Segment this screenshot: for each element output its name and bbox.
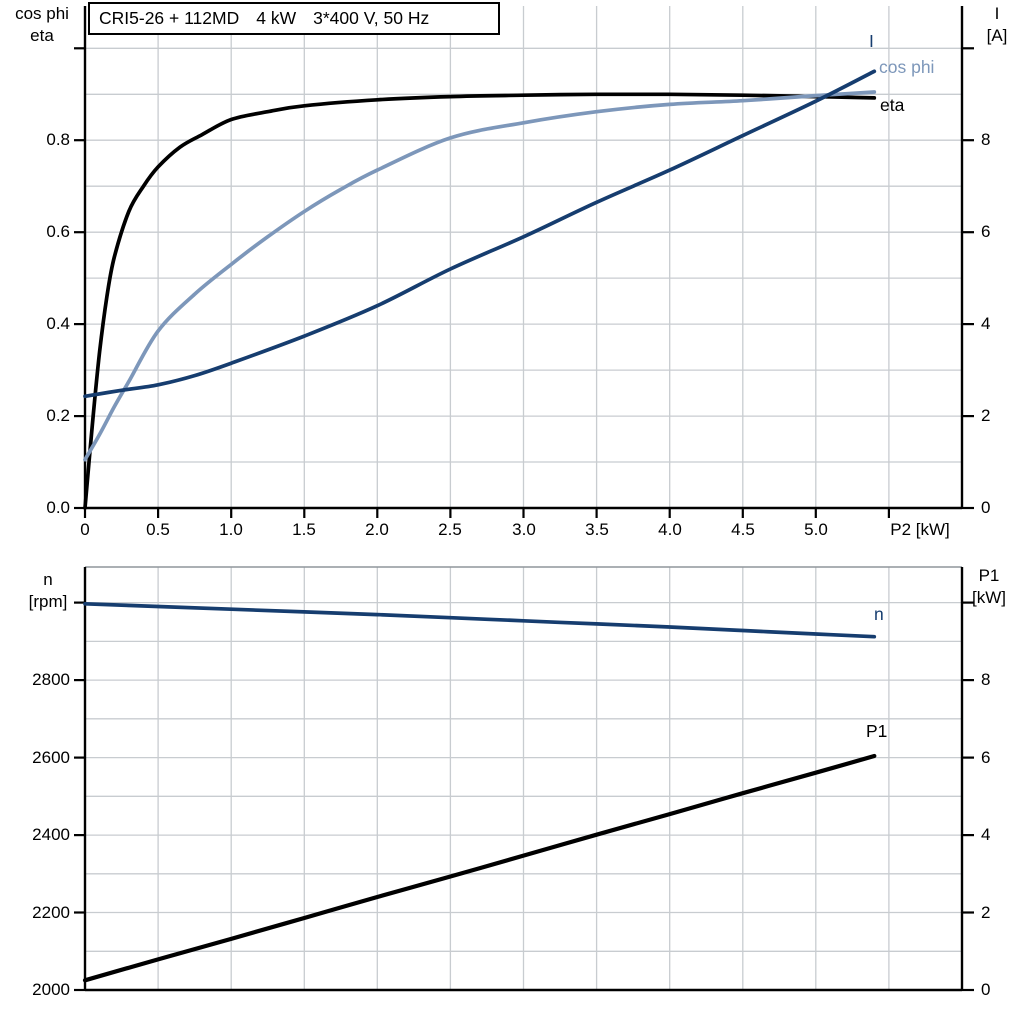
right-axis-tick-label: 8 [981, 130, 991, 149]
chart-title-box: CRI5-26 + 112MD 4 kW 3*400 V, 50 Hz [88, 2, 500, 35]
x-axis-tick-label: 2.0 [365, 520, 389, 539]
left-axis-tick-label: 2000 [32, 980, 70, 999]
x-axis-tick-label: 3.5 [585, 520, 609, 539]
left-axis-tick-label: 2600 [32, 748, 70, 767]
right-axis-title-kw-unit: [kW] [972, 588, 1006, 607]
left-axis-tick-label: 2200 [32, 903, 70, 922]
top-right-axis-title: I [A] [973, 3, 1021, 47]
right-axis-title-current: I [994, 4, 1000, 23]
x-axis-tick-label: 1.5 [292, 520, 316, 539]
p1-curve [82, 753, 877, 983]
x-axis-tick-label: 2.5 [438, 520, 462, 539]
speed-curve-label: n [874, 604, 884, 624]
x-axis-tick-label: 1.0 [219, 520, 243, 539]
p1-curve-label: P1 [866, 721, 888, 741]
x-axis-tick-label: 4.5 [731, 520, 755, 539]
left-axis-tick-label: 0.2 [46, 406, 70, 425]
x-axis-tick-label: 0.5 [146, 520, 170, 539]
right-axis-tick-label: 4 [981, 314, 991, 333]
left-axis-tick-label: 0.6 [46, 222, 70, 241]
right-axis-title-ampere-unit: [A] [986, 26, 1008, 45]
left-axis-tick-label: 0.8 [46, 130, 70, 149]
cos-phi-curve [83, 90, 877, 462]
x-axis-tick-label: 5.0 [804, 520, 828, 539]
speed-curve [83, 601, 877, 639]
right-axis-tick-label: 6 [981, 748, 991, 767]
right-axis-tick-label: 8 [981, 670, 991, 689]
current-curve [83, 69, 877, 399]
left-axis-title-rpm-unit: [rpm] [28, 592, 68, 611]
left-axis-tick-label: 0.0 [46, 498, 70, 517]
pump-model-label: CRI5-26 + 112MD [99, 8, 240, 28]
top-left-axis-title: cos phi eta [4, 3, 80, 47]
right-axis-tick-label: 2 [981, 406, 991, 425]
left-axis-title-cos-phi: cos phi [15, 4, 69, 23]
left-axis-tick-label: 0.4 [46, 314, 70, 333]
right-axis-tick-label: 6 [981, 222, 991, 241]
bottom-left-axis-title: n [rpm] [14, 569, 82, 613]
current-curve-label: I [869, 31, 874, 51]
left-axis-title-speed: n [43, 570, 53, 589]
right-axis-tick-label: 0 [981, 980, 991, 999]
left-axis-title-eta: eta [30, 26, 54, 45]
supply-voltage-label: 3*400 V, 50 Hz [313, 8, 430, 28]
bottom-right-axis-title: P1 [kW] [960, 565, 1018, 609]
left-axis-tick-label: 2800 [32, 670, 70, 689]
right-axis-tick-label: 4 [981, 825, 991, 844]
eta-curve [83, 92, 877, 510]
cos-phi-curve-label: cos phi [879, 57, 935, 77]
motor-power-label: 4 kW [256, 8, 297, 28]
eta-curve-label: eta [880, 95, 905, 115]
right-axis-title-p1: P1 [978, 566, 1000, 585]
left-axis-tick-label: 2400 [32, 825, 70, 844]
right-axis-tick-label: 2 [981, 903, 991, 922]
x-axis-tick-label: 4.0 [658, 520, 682, 539]
x-axis-tick-label: 3.0 [512, 520, 536, 539]
x-axis-unit-label: P2 [kW] [890, 520, 950, 539]
x-axis-tick-label: 0 [80, 520, 90, 539]
right-axis-tick-label: 0 [981, 498, 991, 517]
